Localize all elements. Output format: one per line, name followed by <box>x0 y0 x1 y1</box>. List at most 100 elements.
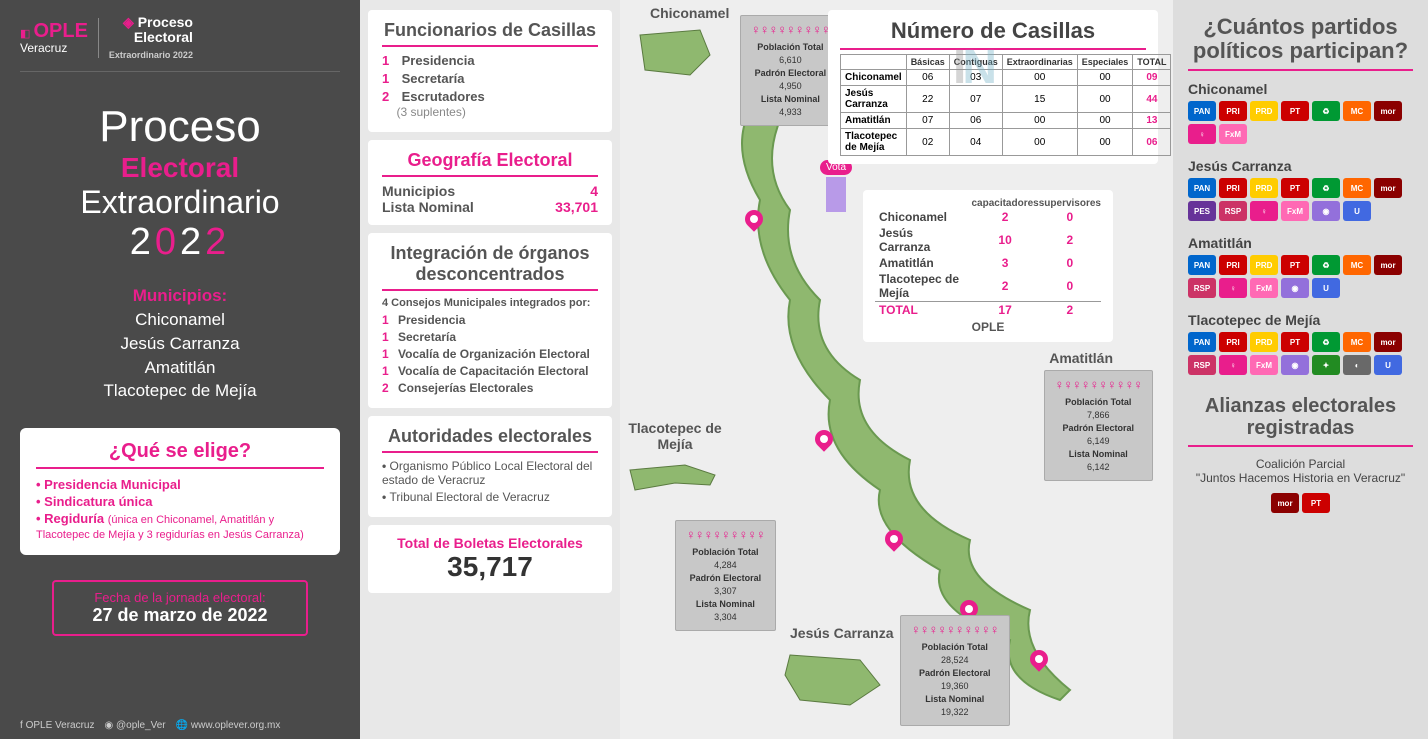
party-group-title: Jesús Carranza <box>1188 158 1413 174</box>
que-elige-card: ¿Qué se elige? • Presidencia Municipal •… <box>20 428 340 555</box>
party-badge: PES <box>1188 201 1216 221</box>
party-badge: PAN <box>1188 178 1216 198</box>
party-badge: PT <box>1281 101 1309 121</box>
party-group: Jesús CarranzaPANPRIPRDPT♻MCmorPESRSP♀Fx… <box>1188 158 1413 221</box>
funcionarios-card: Funcionarios de Casillas 1 Presidencia 1… <box>368 10 612 132</box>
party-badge: MC <box>1343 255 1371 275</box>
party-badge: U <box>1312 278 1340 298</box>
party-badge: PAN <box>1188 255 1216 275</box>
person-icon <box>826 177 846 212</box>
party-badge: PT <box>1281 255 1309 275</box>
party-badge: U <box>1374 355 1402 375</box>
party-badge: PRI <box>1219 101 1247 121</box>
alianza-party-row: morPT <box>1188 493 1413 513</box>
left-panel: ◧ OPLE Veracruz ◈ Proceso Electoral Extr… <box>0 0 360 739</box>
muni-item: Jesús Carranza <box>20 332 340 356</box>
party-badge: ◉ <box>1312 201 1340 221</box>
diamond-icon: ◈ <box>123 14 138 30</box>
card-title: Funcionarios de Casillas <box>382 20 598 47</box>
party-badge: ♀ <box>1219 278 1247 298</box>
party-badge: mor <box>1374 101 1402 121</box>
party-badge: MC <box>1343 178 1371 198</box>
popbox-chiconamel: ♀♀♀♀♀♀♀♀♀ Población Total6,610 Padrón El… <box>740 15 841 126</box>
party-badge: PRD <box>1250 255 1278 275</box>
card-title: Integración de órganos desconcentrados <box>382 243 598 291</box>
boletas-label: Total de Boletas Electorales <box>382 535 598 551</box>
tlacotepec-shape-icon <box>625 455 725 495</box>
table-total-row: TOTAL172 <box>875 302 1101 319</box>
facebook-icon: f OPLE Veracruz <box>20 720 94 731</box>
party-badge: PRI <box>1219 178 1247 198</box>
muni-header: Municipios: <box>20 284 340 308</box>
muni-label-amatitlan: Amatitlán <box>1049 350 1113 366</box>
party-badge: ◉ <box>1281 278 1309 298</box>
party-badge: RSP <box>1219 201 1247 221</box>
party-badge: ♀ <box>1188 124 1216 144</box>
proceso-text: Proceso <box>138 14 193 30</box>
party-badge: PAN <box>1188 101 1216 121</box>
municipios-list: Municipios: Chiconamel Jesús Carranza Am… <box>20 284 340 403</box>
party-badge: ♻ <box>1312 332 1340 352</box>
party-groups-container: ChiconamelPANPRIPRDPT♻MCmor♀FxMJesús Car… <box>1188 81 1413 375</box>
boletas-card: Total de Boletas Electorales 35,717 <box>368 525 612 593</box>
muni-label-chiconamel: Chiconamel <box>650 5 729 21</box>
fecha-value: 27 de marzo de 2022 <box>62 605 298 626</box>
watermark: IN <box>953 40 993 95</box>
ople-text: OPLE <box>33 20 87 42</box>
ople-label: OPLE <box>875 320 1101 334</box>
fecha-label: Fecha de la jornada electoral: <box>62 590 298 605</box>
party-group-title: Amatitlán <box>1188 235 1413 251</box>
ople-logo: ◧ OPLE Veracruz <box>20 20 88 55</box>
que-elige-title: ¿Qué se elige? <box>36 440 324 469</box>
party-badge: MC <box>1343 332 1371 352</box>
main-title: Proceso Electoral Extraordinario 2022 <box>20 102 340 264</box>
list-item: • Sindicatura única <box>36 494 324 509</box>
table-row: Amatitlán0706000013 <box>841 113 1171 129</box>
party-badge: mor <box>1374 178 1402 198</box>
twitter-icon: ◉ @ople_Ver <box>104 720 165 731</box>
party-badge: PRD <box>1250 178 1278 198</box>
list-item: 1 Presidencia <box>382 53 598 68</box>
party-badge: PT <box>1302 493 1330 513</box>
list-item: 1 Secretaría <box>382 71 598 86</box>
table-row: Chiconamel20 <box>875 209 1101 225</box>
people-icons: ♀♀♀♀♀♀♀♀♀♀ <box>1055 377 1143 394</box>
parties-column: ¿Cuántos partidos políticos participan? … <box>1173 0 1428 739</box>
muni-item: Tlacotepec de Mejía <box>20 379 340 403</box>
capacitadores-table: capacitadoressupervisores Chiconamel20 J… <box>875 198 1101 318</box>
people-icons: ♀♀♀♀♀♀♀♀♀♀ <box>911 622 999 639</box>
list-item: • Presidencia Municipal <box>36 477 324 492</box>
infographic-root: ◧ OPLE Veracruz ◈ Proceso Electoral Extr… <box>0 0 1428 739</box>
party-badge: PT <box>1281 178 1309 198</box>
electoral-text: Electoral <box>134 29 193 45</box>
divider <box>98 18 99 58</box>
party-badge: ♻ <box>1312 178 1340 198</box>
table-row: Jesús Carranza2207150044 <box>841 86 1171 113</box>
list-item: • Tribunal Electoral de Veracruz <box>382 490 598 504</box>
party-group: AmatitlánPANPRIPRDPT♻MCmorRSP♀FxM◉U <box>1188 235 1413 298</box>
party-badge: FxM <box>1250 355 1278 375</box>
muni-label-jesus: Jesús Carranza <box>790 625 894 641</box>
casillas-table: Básicas Contiguas Extraordinarias Especi… <box>840 54 1171 156</box>
list-item: 1Vocalía de Capacitación Electoral <box>382 364 598 378</box>
boletas-value: 35,717 <box>382 551 598 583</box>
capacitadores-card: capacitadoressupervisores Chiconamel20 J… <box>863 190 1113 342</box>
casillas-card: Número de Casillas Básicas Contiguas Ext… <box>828 10 1158 164</box>
card-title: Geografía Electoral <box>382 150 598 177</box>
party-badge: ◐ <box>1343 355 1371 375</box>
que-elige-list: • Presidencia Municipal • Sindicatura ún… <box>36 477 324 541</box>
party-badge: U <box>1343 201 1371 221</box>
parties-title: ¿Cuántos partidos políticos participan? <box>1188 15 1413 71</box>
fecha-box: Fecha de la jornada electoral: 27 de mar… <box>52 580 308 636</box>
party-group: ChiconamelPANPRIPRDPT♻MCmor♀FxM <box>1188 81 1413 144</box>
intro-text: 4 Consejos Municipales integrados por: <box>382 297 598 309</box>
list-item: • Organismo Público Local Electoral del … <box>382 459 598 487</box>
party-badge: mor <box>1374 332 1402 352</box>
list-item: 1Presidencia <box>382 313 598 327</box>
title-line1: Proceso <box>20 102 340 152</box>
autoridades-card: Autoridades electorales • Organismo Públ… <box>368 416 612 517</box>
list-item: 2Consejerías Electorales <box>382 381 598 395</box>
party-badge: RSP <box>1188 355 1216 375</box>
jesus-shape-icon <box>780 645 890 715</box>
table-row: Chiconamel0603000009 <box>841 70 1171 86</box>
